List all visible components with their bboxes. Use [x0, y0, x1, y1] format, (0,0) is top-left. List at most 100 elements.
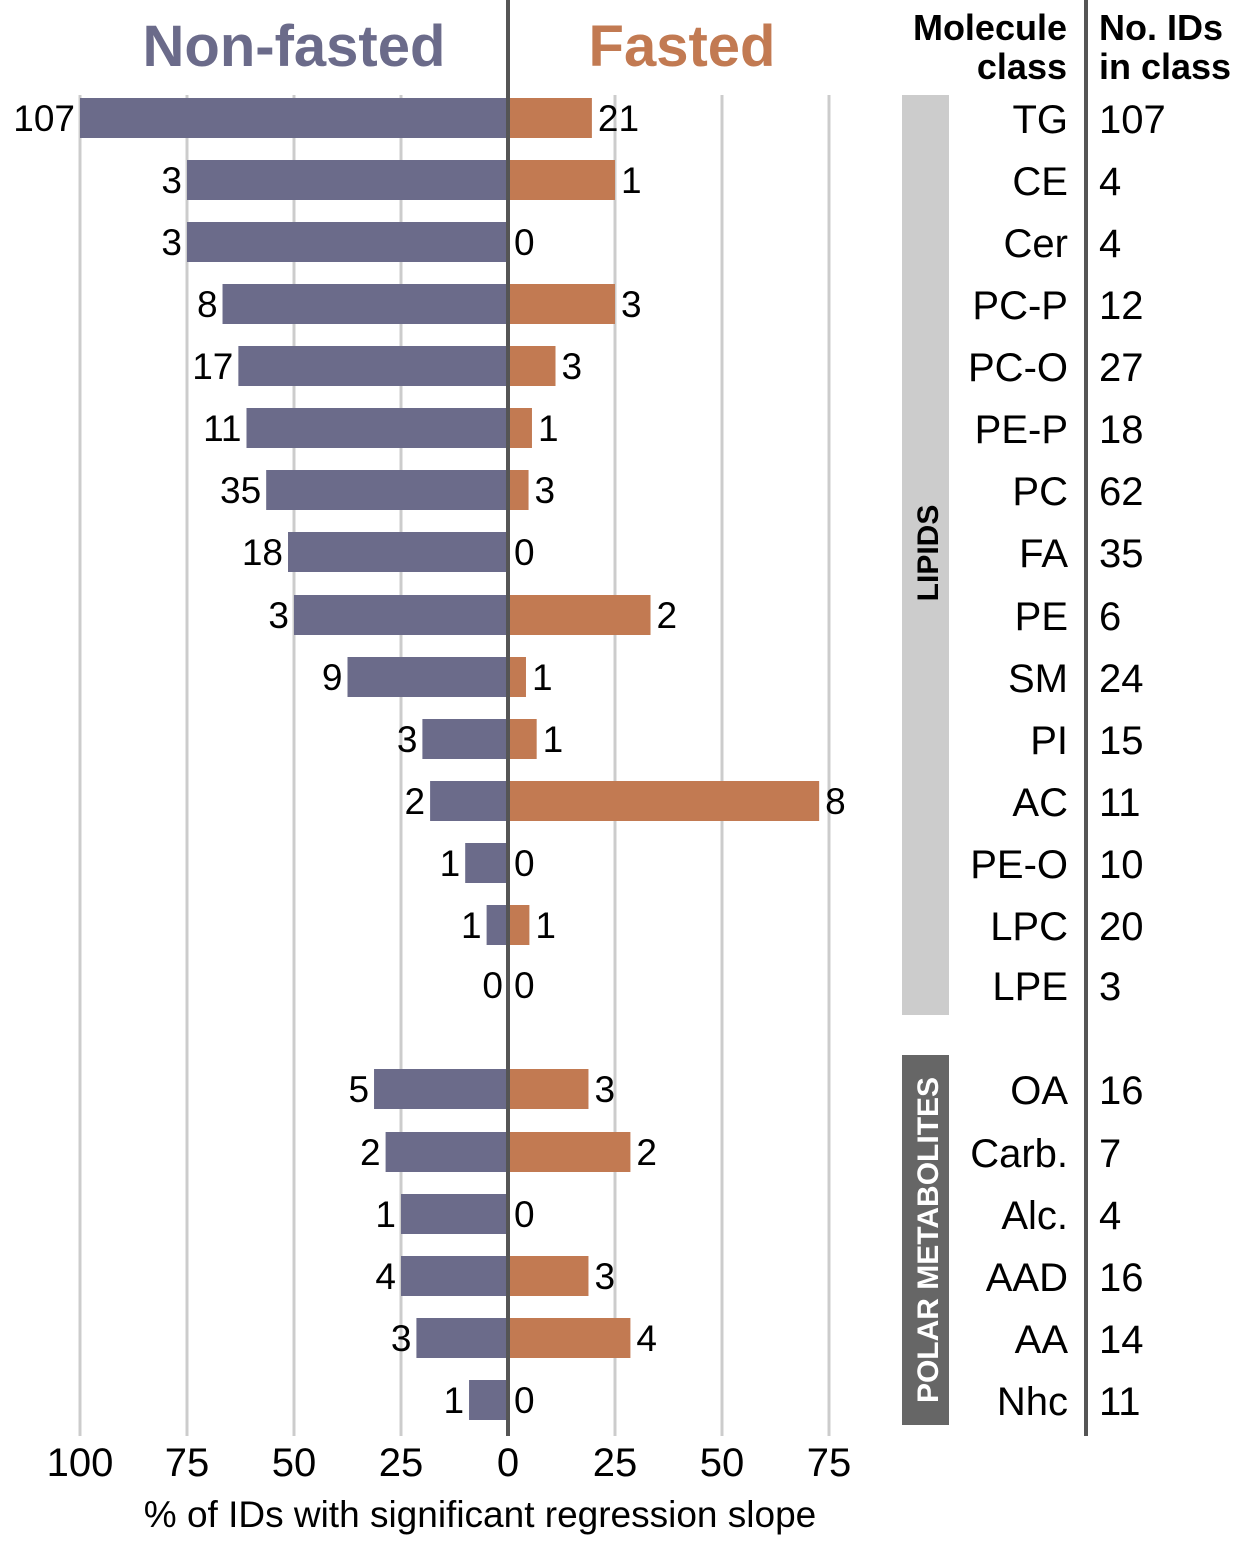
- x-tick-label: 75: [807, 1441, 852, 1485]
- x-tick-label: 25: [379, 1441, 424, 1485]
- ids-in-class-value: 4: [1099, 222, 1121, 266]
- bar-non-fasted: [288, 532, 508, 572]
- value-label-non-fasted: 1: [443, 1380, 464, 1421]
- bar-non-fasted: [422, 719, 508, 759]
- bar-non-fasted: [385, 1132, 508, 1172]
- value-label-non-fasted: 3: [391, 1318, 412, 1359]
- molecule-class-label: PE-P: [975, 408, 1068, 452]
- ids-in-class-value: 4: [1099, 1194, 1121, 1238]
- ids-in-class-value: 20: [1099, 905, 1144, 949]
- x-axis-label: % of IDs with significant regression slo…: [144, 1494, 816, 1535]
- value-label-non-fasted: 1: [440, 843, 461, 884]
- bar-fasted: [508, 781, 820, 821]
- header-in-class: in class: [1099, 46, 1231, 87]
- bar-non-fasted: [401, 1194, 508, 1234]
- ids-in-class-value: 6: [1099, 595, 1121, 639]
- value-label-fasted: 3: [621, 284, 642, 325]
- value-label-fasted: 0: [514, 1194, 535, 1235]
- value-label-fasted: 0: [514, 1380, 535, 1421]
- value-label-fasted: 1: [535, 905, 556, 946]
- ids-in-class-value: 15: [1099, 719, 1144, 763]
- bar-fasted: [508, 346, 556, 386]
- ids-in-class-value: 3: [1099, 965, 1121, 1009]
- molecule-class-label: LPC: [990, 905, 1068, 949]
- group-band-lipids: [902, 95, 949, 1015]
- x-tick-label: 50: [272, 1441, 317, 1485]
- molecule-class-label: PE: [1015, 595, 1068, 639]
- bar-fasted: [508, 408, 532, 448]
- value-label-fasted: 4: [636, 1318, 657, 1359]
- value-label-non-fasted: 17: [192, 346, 233, 387]
- bar-non-fasted: [294, 595, 508, 635]
- ids-in-class-value: 4: [1099, 160, 1121, 204]
- x-tick-label: 25: [593, 1441, 638, 1485]
- value-label-fasted: 3: [562, 346, 583, 387]
- value-label-non-fasted: 18: [242, 532, 283, 573]
- molecule-class-label: FA: [1019, 532, 1068, 576]
- group-label-polar: POLAR METABOLITES: [912, 1077, 945, 1403]
- value-label-non-fasted: 2: [405, 781, 426, 822]
- molecule-class-label: PC-P: [972, 284, 1068, 328]
- x-tick-label: 50: [700, 1441, 745, 1485]
- value-label-fasted: 3: [594, 1069, 615, 1110]
- x-tick-label: 0: [497, 1441, 519, 1485]
- value-label-non-fasted: 1: [461, 905, 482, 946]
- bar-non-fasted: [430, 781, 508, 821]
- ids-in-class-value: 27: [1099, 346, 1144, 390]
- value-label-fasted: 8: [825, 781, 846, 822]
- value-label-fasted: 1: [543, 719, 564, 760]
- bar-fasted: [508, 1256, 589, 1296]
- value-labels: 107 213 13 08 317 311 135 318 03 29 13 12 81 01 10 05 32…: [13, 98, 845, 1421]
- title-non-fasted: Non-fasted: [143, 14, 446, 79]
- bar-fasted: [508, 1069, 589, 1109]
- molecule-class-label: Carb.: [970, 1132, 1068, 1176]
- ids-in-class-value: 14: [1099, 1318, 1144, 1362]
- value-label-non-fasted: 2: [360, 1132, 381, 1173]
- ids-in-class-value: 7: [1099, 1132, 1121, 1176]
- bar-non-fasted: [246, 408, 508, 448]
- value-label-fasted: 3: [594, 1256, 615, 1297]
- ids-in-class-value: 11: [1099, 781, 1141, 825]
- value-label-non-fasted: 3: [268, 595, 289, 636]
- bar-fasted: [508, 160, 615, 200]
- value-label-non-fasted: 9: [322, 657, 343, 698]
- bar-non-fasted: [486, 905, 508, 945]
- value-label-fasted: 0: [514, 222, 535, 263]
- ids-in-class-value: 24: [1099, 657, 1144, 701]
- bar-non-fasted: [469, 1380, 508, 1420]
- value-label-non-fasted: 107: [13, 98, 75, 139]
- bar-non-fasted: [80, 98, 508, 138]
- bar-fasted: [508, 284, 615, 324]
- x-tick-label: 75: [165, 1441, 210, 1485]
- value-label-fasted: 0: [514, 843, 535, 884]
- header-no-ids: No. IDs: [1099, 7, 1223, 48]
- x-tick-label: 100: [47, 1441, 114, 1485]
- molecule-class-label: SM: [1008, 657, 1068, 701]
- ids-in-class-value: 107: [1099, 98, 1166, 142]
- bar-non-fasted: [374, 1069, 508, 1109]
- molecule-class-label: OA: [1010, 1069, 1068, 1113]
- group-label-lipids: LIPIDS: [912, 505, 945, 602]
- bar-fasted: [508, 905, 530, 945]
- molecule-class-label: Nhc: [997, 1380, 1068, 1424]
- ids-in-class-value: 16: [1099, 1069, 1144, 1113]
- bar-fasted: [508, 719, 537, 759]
- value-label-non-fasted: 4: [375, 1256, 396, 1297]
- molecule-class-label: PC: [1012, 470, 1068, 514]
- bar-fasted: [508, 470, 529, 510]
- value-label-non-fasted: 11: [203, 408, 241, 449]
- bar-fasted: [508, 657, 526, 697]
- value-label-non-fasted: 3: [161, 222, 182, 263]
- molecule-class-label: PC-O: [968, 346, 1068, 390]
- value-label-fasted: 1: [532, 657, 553, 698]
- bar-fasted: [508, 1318, 631, 1358]
- molecule-class-label: PI: [1030, 719, 1068, 763]
- x-ticks: 100 75 50 25 0 25 50 75: [47, 1441, 852, 1485]
- value-label-fasted: 21: [598, 98, 639, 139]
- molecule-class-label: PE-O: [970, 843, 1068, 887]
- bar-non-fasted: [416, 1318, 508, 1358]
- value-label-non-fasted: 5: [348, 1069, 369, 1110]
- header-molecule: Molecule: [913, 7, 1067, 48]
